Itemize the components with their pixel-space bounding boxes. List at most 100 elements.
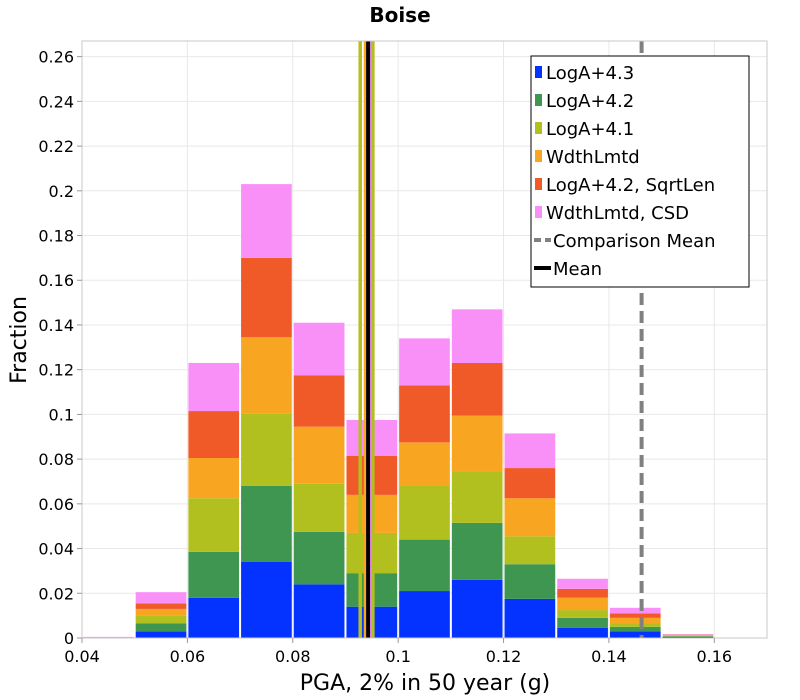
bar-segment xyxy=(135,615,187,624)
bar-segment xyxy=(504,598,556,638)
bar-segment xyxy=(135,592,187,604)
y-tick-label: 0.2 xyxy=(49,182,74,201)
legend-swatch xyxy=(535,122,542,134)
legend-label: LogA+4.1 xyxy=(546,119,634,140)
x-tick-label: 0.14 xyxy=(591,647,627,666)
y-tick-label: 0.24 xyxy=(38,92,74,111)
legend-label: WdthLmtd, CSD xyxy=(546,203,689,224)
bar-segment xyxy=(293,483,345,532)
bar-segment xyxy=(557,627,608,638)
bars xyxy=(83,184,714,638)
bar-segment xyxy=(241,413,292,486)
bar-segment xyxy=(557,617,608,628)
y-tick-label: 0.16 xyxy=(38,271,74,290)
bar-segment xyxy=(135,608,187,616)
bar-segment xyxy=(662,636,714,638)
bar-segment xyxy=(135,603,187,609)
y-tick-label: 0.14 xyxy=(38,316,74,335)
y-tick-label: 0.12 xyxy=(38,361,74,380)
bar-segment xyxy=(188,458,240,499)
y-tick-label: 0.26 xyxy=(38,48,74,67)
y-tick-label: 0.04 xyxy=(38,540,74,559)
legend-swatch xyxy=(535,94,542,106)
y-tick-label: 0.08 xyxy=(38,450,74,469)
x-tick-label: 0.12 xyxy=(486,647,522,666)
bar-segment xyxy=(188,498,240,552)
bar-segment xyxy=(399,591,450,638)
x-tick-label: 0.06 xyxy=(170,647,206,666)
legend-swatch xyxy=(535,150,542,162)
bar-segment xyxy=(293,322,345,376)
bar-segment xyxy=(399,442,450,486)
plot-frame xyxy=(81,40,768,639)
bar-segment xyxy=(293,584,345,638)
bar-segment xyxy=(557,597,608,611)
bar-segment xyxy=(504,433,556,469)
y-tick-label: 0.02 xyxy=(38,584,74,603)
legend-swatch xyxy=(535,206,542,218)
x-tick-label: 0.16 xyxy=(696,647,732,666)
bar-segment xyxy=(241,184,292,258)
bar-segment xyxy=(451,362,503,416)
bar-segment xyxy=(609,631,661,638)
bar-segment xyxy=(241,337,292,414)
bar-segment xyxy=(293,375,345,427)
bar-segment xyxy=(451,471,503,523)
legend-label: Mean xyxy=(553,259,602,280)
y-tick-label: 0.06 xyxy=(38,495,74,514)
bar-segment xyxy=(662,635,714,636)
bar-segment xyxy=(662,636,714,637)
bar-segment xyxy=(451,522,503,580)
legend-label: WdthLmtd xyxy=(546,147,640,168)
y-tick-label: 0.18 xyxy=(38,227,74,246)
legend-label: Comparison Mean xyxy=(553,231,716,252)
bar-segment xyxy=(241,561,292,638)
bar-segment xyxy=(241,485,292,562)
bar-segment xyxy=(293,531,345,585)
bar-segment xyxy=(557,610,608,618)
y-tick-label: 0 xyxy=(64,629,74,648)
bar-segment xyxy=(293,426,345,484)
bar-segment xyxy=(557,588,608,598)
x-tick-label: 0.04 xyxy=(64,647,100,666)
bar-segment xyxy=(451,415,503,472)
bar-segment xyxy=(504,468,556,499)
bar-segment xyxy=(609,607,661,614)
bar-segment xyxy=(399,338,450,386)
y-tick-label: 0.22 xyxy=(38,137,74,156)
bar-segment xyxy=(451,309,503,363)
bar-segment xyxy=(399,485,450,540)
x-ticks: 0.04 0.06 0.08 0.1 0.12 0.14 0.16 xyxy=(64,638,732,666)
legend-label: LogA+4.2, SqrtLen xyxy=(546,175,715,196)
legend: LogA+4.3 LogA+4.2 LogA+4.1 WdthLmtd LogA+4.2… xyxy=(530,55,750,288)
y-tick-label: 0.1 xyxy=(49,405,74,424)
legend-box xyxy=(530,55,750,288)
bar-segment xyxy=(399,539,450,592)
chart-title: Boise xyxy=(369,3,430,27)
bar-segment xyxy=(557,578,608,589)
legend-label: LogA+4.2 xyxy=(546,91,634,112)
bar-segment xyxy=(451,579,503,638)
x-tick-label: 0.08 xyxy=(275,647,311,666)
legend-swatch xyxy=(535,66,542,78)
bar-segment xyxy=(504,498,556,537)
bar-segment xyxy=(83,636,134,638)
bar-segment xyxy=(241,257,292,338)
bar-segment xyxy=(504,536,556,565)
bar-segment xyxy=(135,631,187,638)
bar-segment xyxy=(609,626,661,632)
y-ticks: 0 0.02 0.04 0.06 0.08 0.1 0.12 0.14 0.16 0.18 0.2 0… xyxy=(38,48,82,648)
bar-segment xyxy=(609,617,661,624)
legend-label: LogA+4.3 xyxy=(546,63,634,84)
x-axis-label: PGA, 2% in 50 year (g) xyxy=(300,671,551,696)
bar-segment xyxy=(609,613,661,618)
bar-segment xyxy=(188,411,240,459)
y-axis-label: Fraction xyxy=(7,296,32,384)
bar-segment xyxy=(188,597,240,638)
bar-segment xyxy=(188,362,240,412)
bar-segment xyxy=(135,623,187,632)
legend-swatch xyxy=(535,178,542,190)
bar-segment xyxy=(609,623,661,627)
bar-segment xyxy=(399,385,450,443)
